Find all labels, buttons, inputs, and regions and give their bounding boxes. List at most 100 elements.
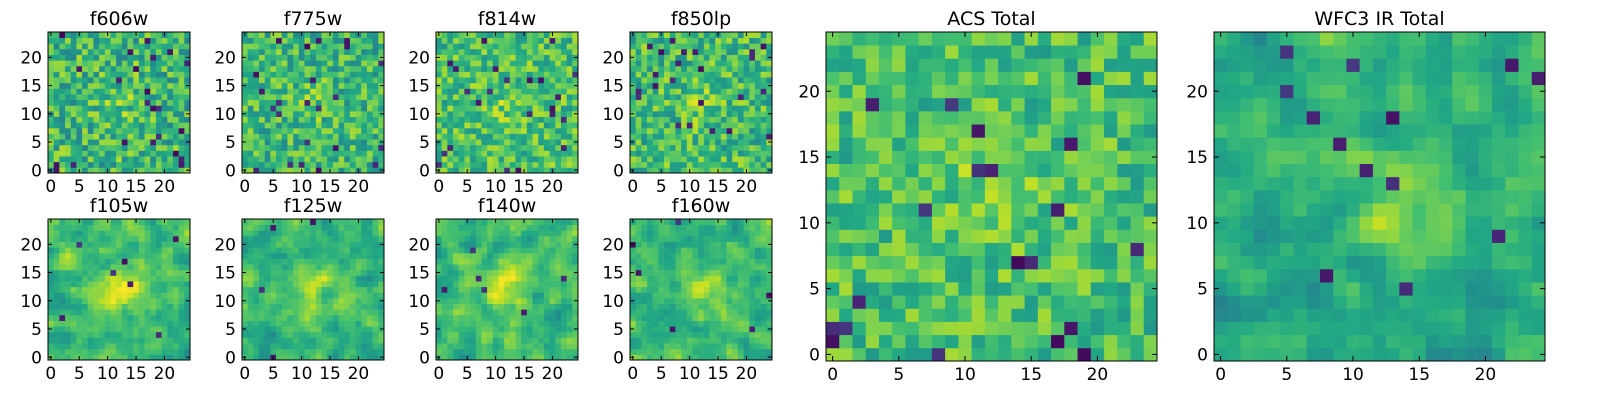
heatmap-cell	[487, 134, 493, 140]
heatmap-cell	[110, 326, 116, 332]
heatmap-cell	[761, 88, 767, 94]
x-tick-label: 15	[319, 364, 341, 384]
heatmap-cell	[253, 134, 259, 140]
heatmap-cell	[447, 38, 453, 44]
heatmap-cell	[698, 66, 704, 72]
heatmap-cell	[715, 117, 721, 123]
heatmap-cell	[184, 321, 190, 327]
heatmap-cell	[110, 332, 116, 338]
heatmap-cell	[710, 326, 716, 332]
heatmap-cell	[76, 162, 82, 168]
heatmap-cell	[116, 43, 122, 49]
heatmap-cell	[664, 88, 670, 94]
heatmap-cell	[82, 230, 88, 236]
heatmap-cell	[692, 38, 698, 44]
heatmap-cell	[145, 264, 151, 270]
heatmap-cell	[293, 71, 299, 77]
heatmap-cell	[110, 55, 116, 61]
heatmap-cell	[670, 71, 676, 77]
heatmap-cell	[692, 337, 698, 343]
heatmap-cell	[54, 326, 60, 332]
heatmap-cell	[248, 71, 254, 77]
heatmap-cell	[248, 83, 254, 89]
heatmap-cell	[544, 111, 550, 117]
y-tick-label: 10	[602, 105, 624, 125]
heatmap-cell	[327, 94, 333, 100]
heatmap-cell	[356, 66, 362, 72]
heatmap-cell	[698, 309, 704, 315]
heatmap-cell	[116, 134, 122, 140]
heatmap-cell	[287, 225, 293, 231]
heatmap-cell	[327, 230, 333, 236]
heatmap-cell	[162, 134, 168, 140]
heatmap-cell	[327, 60, 333, 66]
heatmap-cell	[265, 156, 271, 162]
heatmap-cell	[242, 162, 248, 168]
heatmap-cell	[242, 43, 248, 49]
heatmap-cell	[727, 32, 733, 38]
heatmap-cell	[139, 332, 145, 338]
heatmap-cell	[88, 83, 94, 89]
heatmap-cell	[516, 292, 522, 298]
heatmap-cell	[476, 167, 482, 173]
heatmap-cell	[476, 128, 482, 134]
heatmap-cell	[59, 94, 65, 100]
heatmap-cell	[687, 332, 693, 338]
heatmap-cell	[128, 117, 134, 123]
heatmap-cell	[333, 332, 339, 338]
heatmap-cell	[116, 309, 122, 315]
heatmap-cell	[744, 122, 750, 128]
heatmap-cell	[527, 219, 533, 225]
heatmap-cell	[184, 264, 190, 270]
heatmap-cell	[333, 66, 339, 72]
heatmap-cell	[322, 66, 328, 72]
y-tick-label: 10	[214, 292, 236, 312]
heatmap-cell	[550, 134, 556, 140]
heatmap-cell	[128, 225, 134, 231]
heatmap-cell	[304, 275, 310, 281]
heatmap-cell	[647, 150, 653, 156]
heatmap-cell	[287, 343, 293, 349]
heatmap-cell	[727, 337, 733, 343]
heatmap-cell	[48, 253, 54, 259]
heatmap-cell	[76, 117, 82, 123]
y-tick-label: 10	[214, 105, 236, 125]
heatmap-cell	[710, 94, 716, 100]
heatmap-cell	[481, 94, 487, 100]
heatmap-cell	[555, 309, 561, 315]
heatmap-cell	[105, 242, 111, 248]
heatmap-cell	[150, 236, 156, 242]
heatmap-cell	[727, 162, 733, 168]
heatmap-cell	[727, 321, 733, 327]
heatmap-cell	[744, 343, 750, 349]
heatmap-cell	[110, 111, 116, 117]
heatmap-cell	[293, 117, 299, 123]
heatmap-cell	[436, 117, 442, 123]
heatmap-cell	[476, 315, 482, 321]
heatmap-cell	[265, 122, 271, 128]
heatmap-cell	[504, 343, 510, 349]
heatmap-cell	[436, 145, 442, 151]
heatmap-cell	[710, 32, 716, 38]
heatmap-cell	[167, 162, 173, 168]
heatmap-cell	[93, 105, 99, 111]
heatmap-cell	[282, 150, 288, 156]
heatmap-cell	[453, 270, 459, 276]
heatmap-cell	[110, 354, 116, 360]
heatmap-cell	[88, 88, 94, 94]
heatmap-cell	[555, 55, 561, 61]
heatmap-cell	[761, 292, 767, 298]
heatmap-cell	[567, 43, 573, 49]
heatmap-cell	[48, 128, 54, 134]
heatmap-cell	[99, 270, 105, 276]
heatmap-cell	[493, 105, 499, 111]
heatmap-cell	[464, 242, 470, 248]
heatmap-cell	[76, 304, 82, 310]
heatmap-cell	[350, 354, 356, 360]
heatmap-cell	[145, 71, 151, 77]
heatmap-cell	[356, 55, 362, 61]
heatmap-cell	[766, 337, 772, 343]
heatmap-cell	[727, 60, 733, 66]
heatmap-cell	[727, 315, 733, 321]
heatmap-cell	[664, 281, 670, 287]
